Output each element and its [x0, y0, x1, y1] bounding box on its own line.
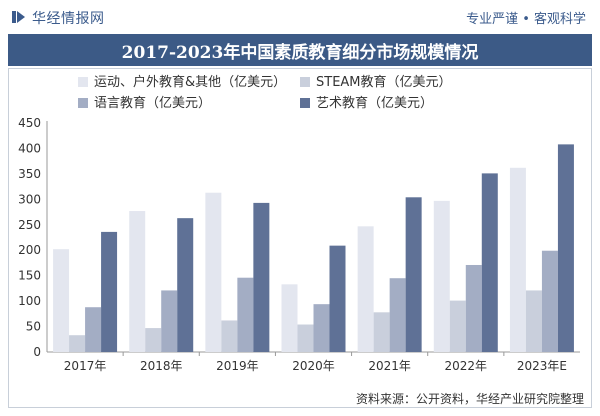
bar-2-3 — [221, 320, 238, 352]
source-note: 资料来源：公开资料，华经产业研究院整理 — [355, 392, 584, 406]
bar-3-3 — [237, 277, 254, 352]
bar-2-4 — [297, 324, 314, 352]
x-tick-label: 2022年 — [445, 359, 488, 373]
bar-2-2 — [145, 328, 162, 352]
legend-label-1: 运动、户外教育&其他（亿美元） — [94, 74, 286, 90]
bar-1-5 — [357, 226, 374, 352]
bar-4-6 — [481, 173, 498, 352]
legend-label-2: STEAM教育（亿美元） — [316, 74, 452, 90]
bar-2-1 — [69, 335, 86, 352]
bar-4-1 — [101, 231, 118, 352]
legend-label-3: 语言教育（亿美元） — [94, 95, 211, 111]
bar-1-4 — [281, 284, 298, 352]
slogan: 专业严谨 • 客观科学 — [466, 12, 586, 27]
chart-frame — [8, 68, 592, 408]
brand-name: 华经情报网 — [32, 11, 105, 27]
y-tick-label: 400 — [18, 141, 41, 155]
legend-swatch-1 — [78, 77, 88, 87]
bar-4-5 — [405, 197, 422, 352]
y-tick-label: 150 — [18, 269, 41, 283]
bar-3-4 — [313, 304, 330, 352]
bar-1-2 — [129, 211, 146, 352]
y-tick-label: 0 — [33, 345, 41, 359]
x-tick-label: 2020年 — [292, 359, 335, 373]
x-tick-label: 2023年E — [517, 359, 567, 373]
bar-2-5 — [373, 312, 390, 352]
bar-4-3 — [253, 202, 270, 352]
legend-label-4: 艺术教育（亿美元） — [316, 95, 433, 111]
bar-1-1 — [53, 249, 70, 352]
logo-icon — [12, 11, 25, 23]
y-tick-label: 450 — [18, 116, 41, 130]
bar-3-7 — [541, 250, 558, 352]
legend-swatch-4 — [300, 98, 310, 108]
x-tick-label: 2017年 — [64, 359, 107, 373]
y-tick-label: 250 — [18, 218, 41, 232]
bar-1-7 — [509, 167, 526, 352]
bar-4-4 — [329, 245, 346, 352]
y-tick-label: 350 — [18, 167, 41, 181]
legend-swatch-3 — [78, 98, 88, 108]
x-tick-label: 2018年 — [140, 359, 183, 373]
chart-title: 2017-2023年中国素质教育细分市场规模情况 — [8, 34, 592, 66]
y-tick-label: 200 — [18, 243, 41, 257]
x-tick-label: 2019年 — [216, 359, 259, 373]
bar-2-7 — [525, 290, 542, 352]
y-tick-label: 100 — [18, 294, 41, 308]
legend-swatch-2 — [300, 77, 310, 87]
top-bar: 华经情报网 专业严谨 • 客观科学 — [0, 0, 600, 32]
bar-1-3 — [205, 192, 222, 352]
bar-4-2 — [177, 218, 194, 352]
x-tick-label: 2021年 — [368, 359, 411, 373]
bar-3-2 — [161, 290, 178, 352]
bar-4-7 — [557, 144, 574, 352]
bar-3-5 — [389, 278, 406, 352]
y-tick-label: 50 — [26, 320, 41, 334]
bar-3-6 — [465, 264, 482, 352]
y-tick-label: 300 — [18, 192, 41, 206]
bar-3-1 — [85, 307, 102, 352]
bar-2-6 — [449, 300, 466, 352]
bar-1-6 — [433, 200, 450, 352]
